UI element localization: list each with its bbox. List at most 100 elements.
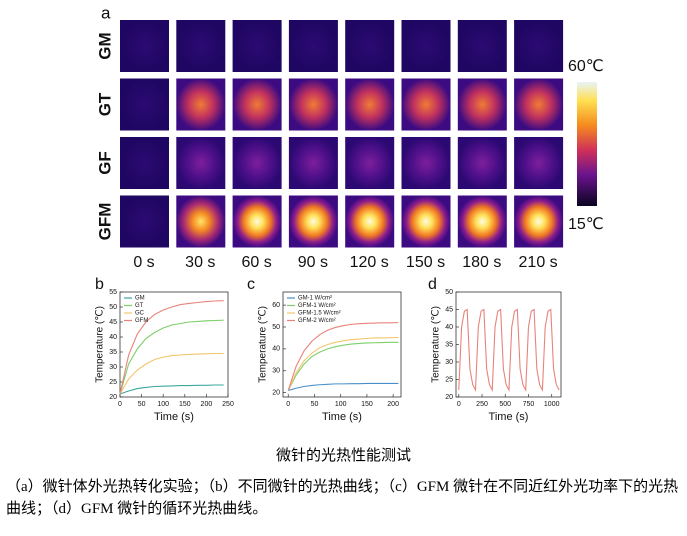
legend-label: GT <box>135 303 144 309</box>
y-tick-label: 25 <box>445 376 453 383</box>
thermal-image <box>514 137 564 189</box>
thermal-image <box>288 137 338 189</box>
thermal-image <box>514 20 564 72</box>
time-label: 210 s <box>519 254 558 271</box>
x-tick-label: 250 <box>476 401 488 408</box>
thermal-image <box>232 78 282 131</box>
row-label: GT <box>95 92 114 116</box>
x-axis-label: Time (s) <box>154 411 194 423</box>
colorbar-max: 60℃ <box>568 58 604 75</box>
row-label: GF <box>95 151 114 175</box>
thermal-image <box>176 195 226 248</box>
thermal-image <box>345 78 395 131</box>
y-tick-label: 50 <box>109 304 117 311</box>
thermal-image <box>401 78 451 131</box>
data-line <box>119 384 224 395</box>
colorbar <box>577 82 597 206</box>
thermal-image <box>345 195 395 248</box>
x-tick-label: 100 <box>157 401 169 408</box>
thermal-image <box>120 78 169 131</box>
x-tick-label: 0 <box>457 401 461 408</box>
y-tick-label: 45 <box>445 306 453 313</box>
thermal-image <box>120 195 169 248</box>
thermal-image <box>401 137 451 189</box>
x-tick-label: 250 <box>222 401 234 408</box>
thermal-image <box>120 137 169 189</box>
thermal-image <box>288 195 338 248</box>
data-line <box>287 322 399 391</box>
data-line <box>119 300 224 395</box>
thermal-image <box>345 137 395 189</box>
thermal-image <box>176 20 226 72</box>
data-line <box>288 382 399 391</box>
row-label: GFM <box>95 203 114 241</box>
y-tick-label: 20 <box>272 389 280 396</box>
colorbar-min: 15℃ <box>568 216 604 233</box>
legend-label: GM <box>135 296 145 302</box>
thermal-image <box>232 20 282 72</box>
y-tick-label: 40 <box>272 346 280 353</box>
y-tick-label: 30 <box>445 359 453 366</box>
time-label: 60 s <box>241 254 271 271</box>
y-tick-label: 35 <box>109 349 117 356</box>
y-tick-label: 20 <box>109 394 117 401</box>
x-tick-label: 100 <box>335 401 347 408</box>
x-tick-label: 150 <box>361 401 373 408</box>
y-tick-label: 35 <box>445 341 453 348</box>
time-label: 30 s <box>185 254 215 271</box>
legend-label: GFM <box>135 318 148 324</box>
y-axis-label: Temperature (℃) <box>258 306 269 383</box>
y-axis-label: Temperature (℃) <box>95 306 106 383</box>
x-tick-label: 0 <box>118 401 122 408</box>
y-tick-label: 30 <box>109 364 117 371</box>
thermal-image <box>514 195 564 248</box>
legend-label: GM-1 W/cm² <box>298 296 332 302</box>
thermal-image <box>232 137 282 189</box>
x-axis-label: Time (s) <box>489 411 529 423</box>
panel-label: b <box>95 276 104 293</box>
y-tick-label: 20 <box>445 394 453 401</box>
thermal-image <box>401 195 451 248</box>
x-tick-label: 500 <box>499 401 511 408</box>
time-label: 180 s <box>462 254 501 271</box>
thermal-image <box>457 137 507 189</box>
thermal-image <box>345 20 395 72</box>
x-tick-label: 50 <box>311 401 319 408</box>
y-tick-label: 25 <box>109 379 117 386</box>
x-tick-label: 750 <box>523 401 535 408</box>
data-line <box>287 341 399 391</box>
thermal-image <box>176 78 226 131</box>
plot-frame <box>119 291 229 398</box>
thermal-image <box>120 20 169 72</box>
caption: 微针的光热性能测试 <box>275 448 411 464</box>
legend-label: GFM-1.5 W/cm² <box>298 311 341 317</box>
y-tick-label: 45 <box>109 319 117 326</box>
time-label: 120 s <box>350 254 389 271</box>
panel-label: d <box>428 276 437 293</box>
y-tick-label: 60 <box>272 302 280 309</box>
y-tick-label: 30 <box>272 368 280 375</box>
data-line <box>287 336 399 391</box>
x-tick-label: 50 <box>138 401 146 408</box>
description: （a）微针体外光热转化实验；（b）不同微针的光热曲线；（c）GFM 微针在不同近… <box>6 479 679 517</box>
y-axis-label: Temperature (℃) <box>431 306 442 383</box>
thermal-image <box>457 195 507 248</box>
y-tick-label: 50 <box>445 289 453 296</box>
x-tick-label: 1000 <box>544 401 560 408</box>
plot-frame <box>282 291 402 398</box>
y-tick-label: 40 <box>445 324 453 331</box>
thermal-image <box>176 137 226 189</box>
data-line <box>458 308 560 393</box>
x-tick-label: 0 <box>286 401 290 408</box>
data-line <box>119 352 224 395</box>
thermal-image <box>457 78 507 131</box>
x-tick-label: 200 <box>201 401 213 408</box>
y-tick-label: 55 <box>109 289 117 296</box>
thermal-image <box>514 78 564 131</box>
y-tick-label: 50 <box>272 324 280 331</box>
time-label: 90 s <box>298 254 328 271</box>
thermal-image <box>401 20 451 72</box>
legend-label: GC <box>135 311 145 317</box>
